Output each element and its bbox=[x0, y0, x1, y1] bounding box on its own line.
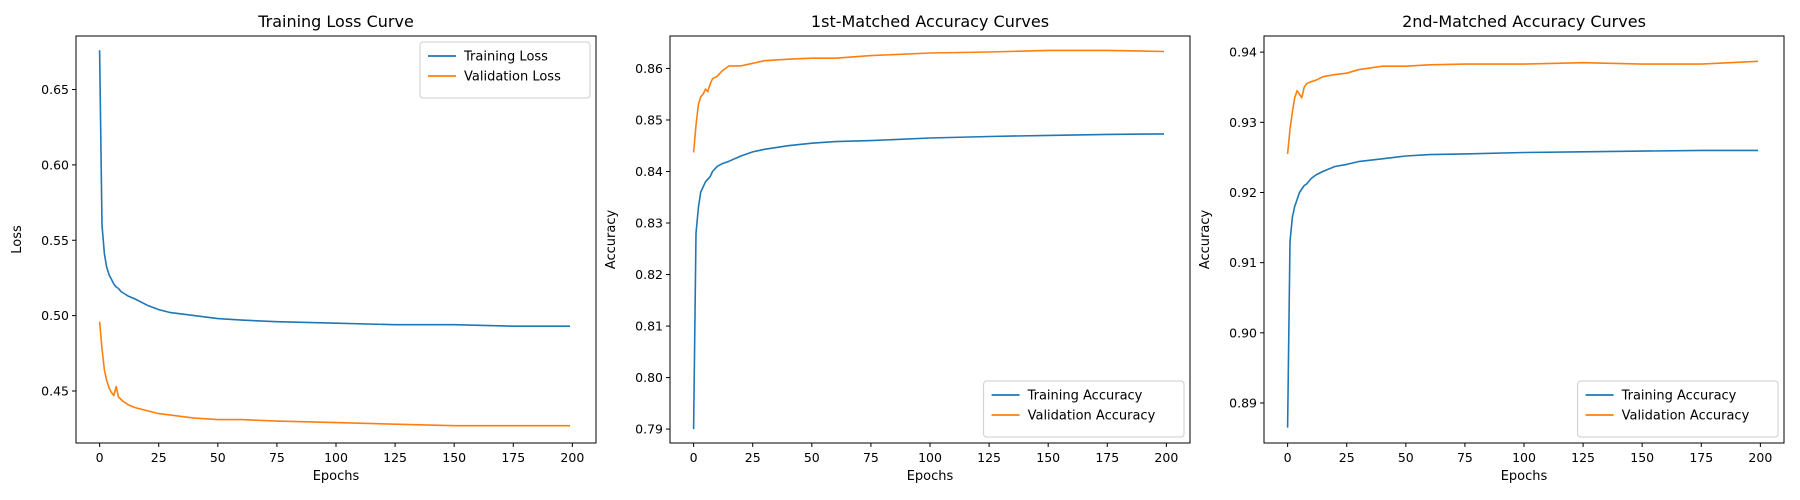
series-line-validation-accuracy bbox=[1286, 60, 1759, 154]
y-tick-label: 0.93 bbox=[1229, 115, 1257, 130]
y-tick-label: 0.60 bbox=[41, 157, 69, 172]
series-line-training-loss bbox=[98, 50, 570, 328]
chart-title: 1st-Matched Accuracy Curves bbox=[811, 12, 1049, 31]
y-tick-label: 0.90 bbox=[1229, 325, 1257, 340]
y-tick-label: 0.86 bbox=[635, 61, 663, 76]
x-tick-label: 175 bbox=[1689, 450, 1713, 465]
y-tick-label: 0.89 bbox=[1229, 396, 1257, 411]
chart-title: 2nd-Matched Accuracy Curves bbox=[1402, 12, 1646, 31]
legend: Training Accuracy Validation Accuracy bbox=[983, 380, 1185, 438]
x-tick-label: 200 bbox=[1748, 450, 1772, 465]
x-tick-label: 50 bbox=[804, 450, 820, 465]
x-tick-label: 100 bbox=[1512, 450, 1536, 465]
y-tick-label: 0.81 bbox=[635, 319, 663, 334]
y-axis-label: Loss bbox=[10, 225, 25, 254]
x-tick-label: 150 bbox=[1630, 450, 1654, 465]
x-tick-label: 200 bbox=[560, 450, 584, 465]
y-tick-label: 0.65 bbox=[41, 82, 69, 97]
series-line-training-accuracy bbox=[1286, 149, 1758, 428]
x-axis-label: Epochs bbox=[1501, 469, 1548, 484]
x-axis-label: Epochs bbox=[313, 469, 360, 484]
legend-box bbox=[419, 41, 591, 99]
y-tick-label: 0.84 bbox=[635, 164, 663, 179]
x-tick-label: 0 bbox=[1284, 450, 1292, 465]
x-tick-label: 125 bbox=[1571, 450, 1595, 465]
legend-entry: Validation Loss bbox=[464, 70, 561, 85]
x-tick-label: 100 bbox=[324, 450, 348, 465]
x-tick-label: 25 bbox=[745, 450, 761, 465]
chart-panel-1: 0 25 50 75 100 125 150 175 200 0.45 0.50 0.55 0.60 0.… bbox=[10, 12, 597, 484]
x-tick-label: 200 bbox=[1154, 450, 1178, 465]
legend-entry: Training Accuracy bbox=[1621, 389, 1737, 404]
y-tick-label: 0.83 bbox=[635, 216, 663, 231]
x-tick-label: 125 bbox=[383, 450, 407, 465]
x-tick-label: 25 bbox=[151, 450, 167, 465]
legend-entry: Training Loss bbox=[463, 50, 548, 65]
legend-box bbox=[983, 380, 1185, 438]
x-tick-label: 175 bbox=[501, 450, 525, 465]
y-tick-label: 0.55 bbox=[41, 233, 69, 248]
x-tick-label: 150 bbox=[442, 450, 466, 465]
y-tick-label: 0.94 bbox=[1229, 45, 1257, 60]
x-tick-label: 75 bbox=[863, 450, 879, 465]
series-line-training-accuracy bbox=[692, 133, 1165, 430]
y-tick-label: 0.45 bbox=[41, 383, 69, 398]
y-tick-label: 0.82 bbox=[635, 267, 663, 282]
legend: Training Loss Validation Loss bbox=[419, 41, 591, 99]
chart-title: Training Loss Curve bbox=[257, 12, 414, 31]
legend-box bbox=[1577, 380, 1779, 438]
y-tick-label: 0.79 bbox=[635, 422, 663, 437]
x-tick-label: 175 bbox=[1095, 450, 1119, 465]
chart-panel-2: 0 25 50 75 100 125 150 175 200 0.79 0.80 0.81 0.82 0.… bbox=[604, 12, 1191, 484]
y-tick-label: 0.80 bbox=[635, 370, 663, 385]
y-tick-label: 0.92 bbox=[1229, 185, 1257, 200]
y-axis-label: Accuracy bbox=[1198, 210, 1213, 270]
x-tick-label: 0 bbox=[96, 450, 104, 465]
y-tick-label: 0.50 bbox=[41, 308, 69, 323]
series-line-validation-loss bbox=[98, 321, 570, 427]
x-tick-label: 50 bbox=[1398, 450, 1414, 465]
y-tick-label: 0.91 bbox=[1229, 255, 1257, 270]
series-line-validation-accuracy bbox=[692, 49, 1165, 153]
x-tick-label: 100 bbox=[918, 450, 942, 465]
legend: Training Accuracy Validation Accuracy bbox=[1577, 380, 1779, 438]
x-axis-label: Epochs bbox=[907, 469, 954, 484]
x-tick-label: 50 bbox=[210, 450, 226, 465]
legend-entry: Validation Accuracy bbox=[1622, 409, 1750, 424]
x-tick-label: 0 bbox=[690, 450, 698, 465]
x-tick-label: 125 bbox=[977, 450, 1001, 465]
x-tick-label: 150 bbox=[1036, 450, 1060, 465]
y-tick-label: 0.85 bbox=[635, 112, 663, 127]
y-axis-label: Accuracy bbox=[604, 210, 619, 270]
x-tick-label: 25 bbox=[1339, 450, 1355, 465]
chart-panel-3: 0 25 50 75 100 125 150 175 200 0.89 0.90 0.91 0.92 0.… bbox=[1198, 12, 1785, 484]
legend-entry: Training Accuracy bbox=[1027, 389, 1143, 404]
x-tick-label: 75 bbox=[1457, 450, 1473, 465]
legend-entry: Validation Accuracy bbox=[1028, 409, 1156, 424]
x-tick-label: 75 bbox=[269, 450, 285, 465]
